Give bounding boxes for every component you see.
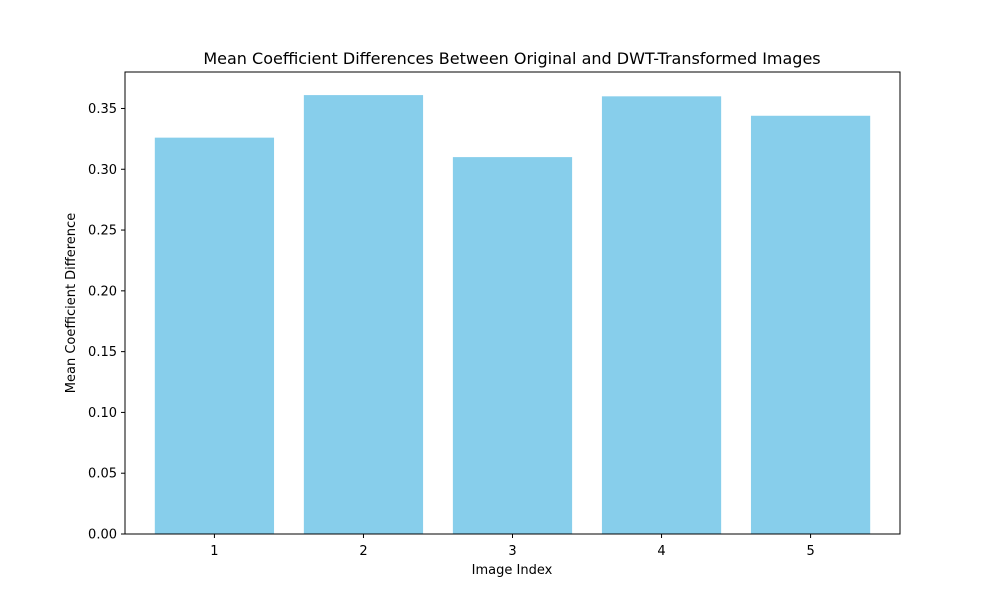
bar-5 — [750, 115, 871, 535]
bar-1 — [154, 137, 275, 534]
y-axis-ticks: 0.00 0.05 0.10 0.15 0.20 0.25 0.30 0.35 — [88, 102, 125, 543]
x-axis-label: Image Index — [472, 563, 553, 578]
y-tick-label: 0.10 — [88, 406, 117, 421]
y-tick-label: 0.05 — [88, 467, 117, 482]
bar-2 — [303, 95, 424, 534]
bars-layer — [154, 95, 871, 535]
y-tick-label: 0.25 — [88, 224, 117, 239]
bar-3 — [452, 157, 573, 535]
x-tick-label: 5 — [806, 544, 814, 559]
x-tick-label: 2 — [359, 544, 367, 559]
y-tick-label: 0.15 — [88, 345, 117, 360]
y-tick-label: 0.20 — [88, 284, 117, 299]
x-tick-label: 3 — [508, 544, 516, 559]
bar-4 — [601, 96, 722, 534]
x-tick-label: 4 — [657, 544, 665, 559]
x-tick-label: 1 — [210, 544, 218, 559]
y-tick-label: 0.35 — [88, 102, 117, 117]
y-tick-label: 0.00 — [88, 528, 117, 543]
y-tick-label: 0.30 — [88, 163, 117, 178]
x-axis-ticks: 1 2 3 4 5 — [210, 534, 815, 559]
y-axis-label: Mean Coefficient Difference — [64, 213, 79, 393]
chart-title: Mean Coefficient Differences Between Ori… — [203, 49, 820, 68]
plot-frame — [124, 71, 901, 535]
